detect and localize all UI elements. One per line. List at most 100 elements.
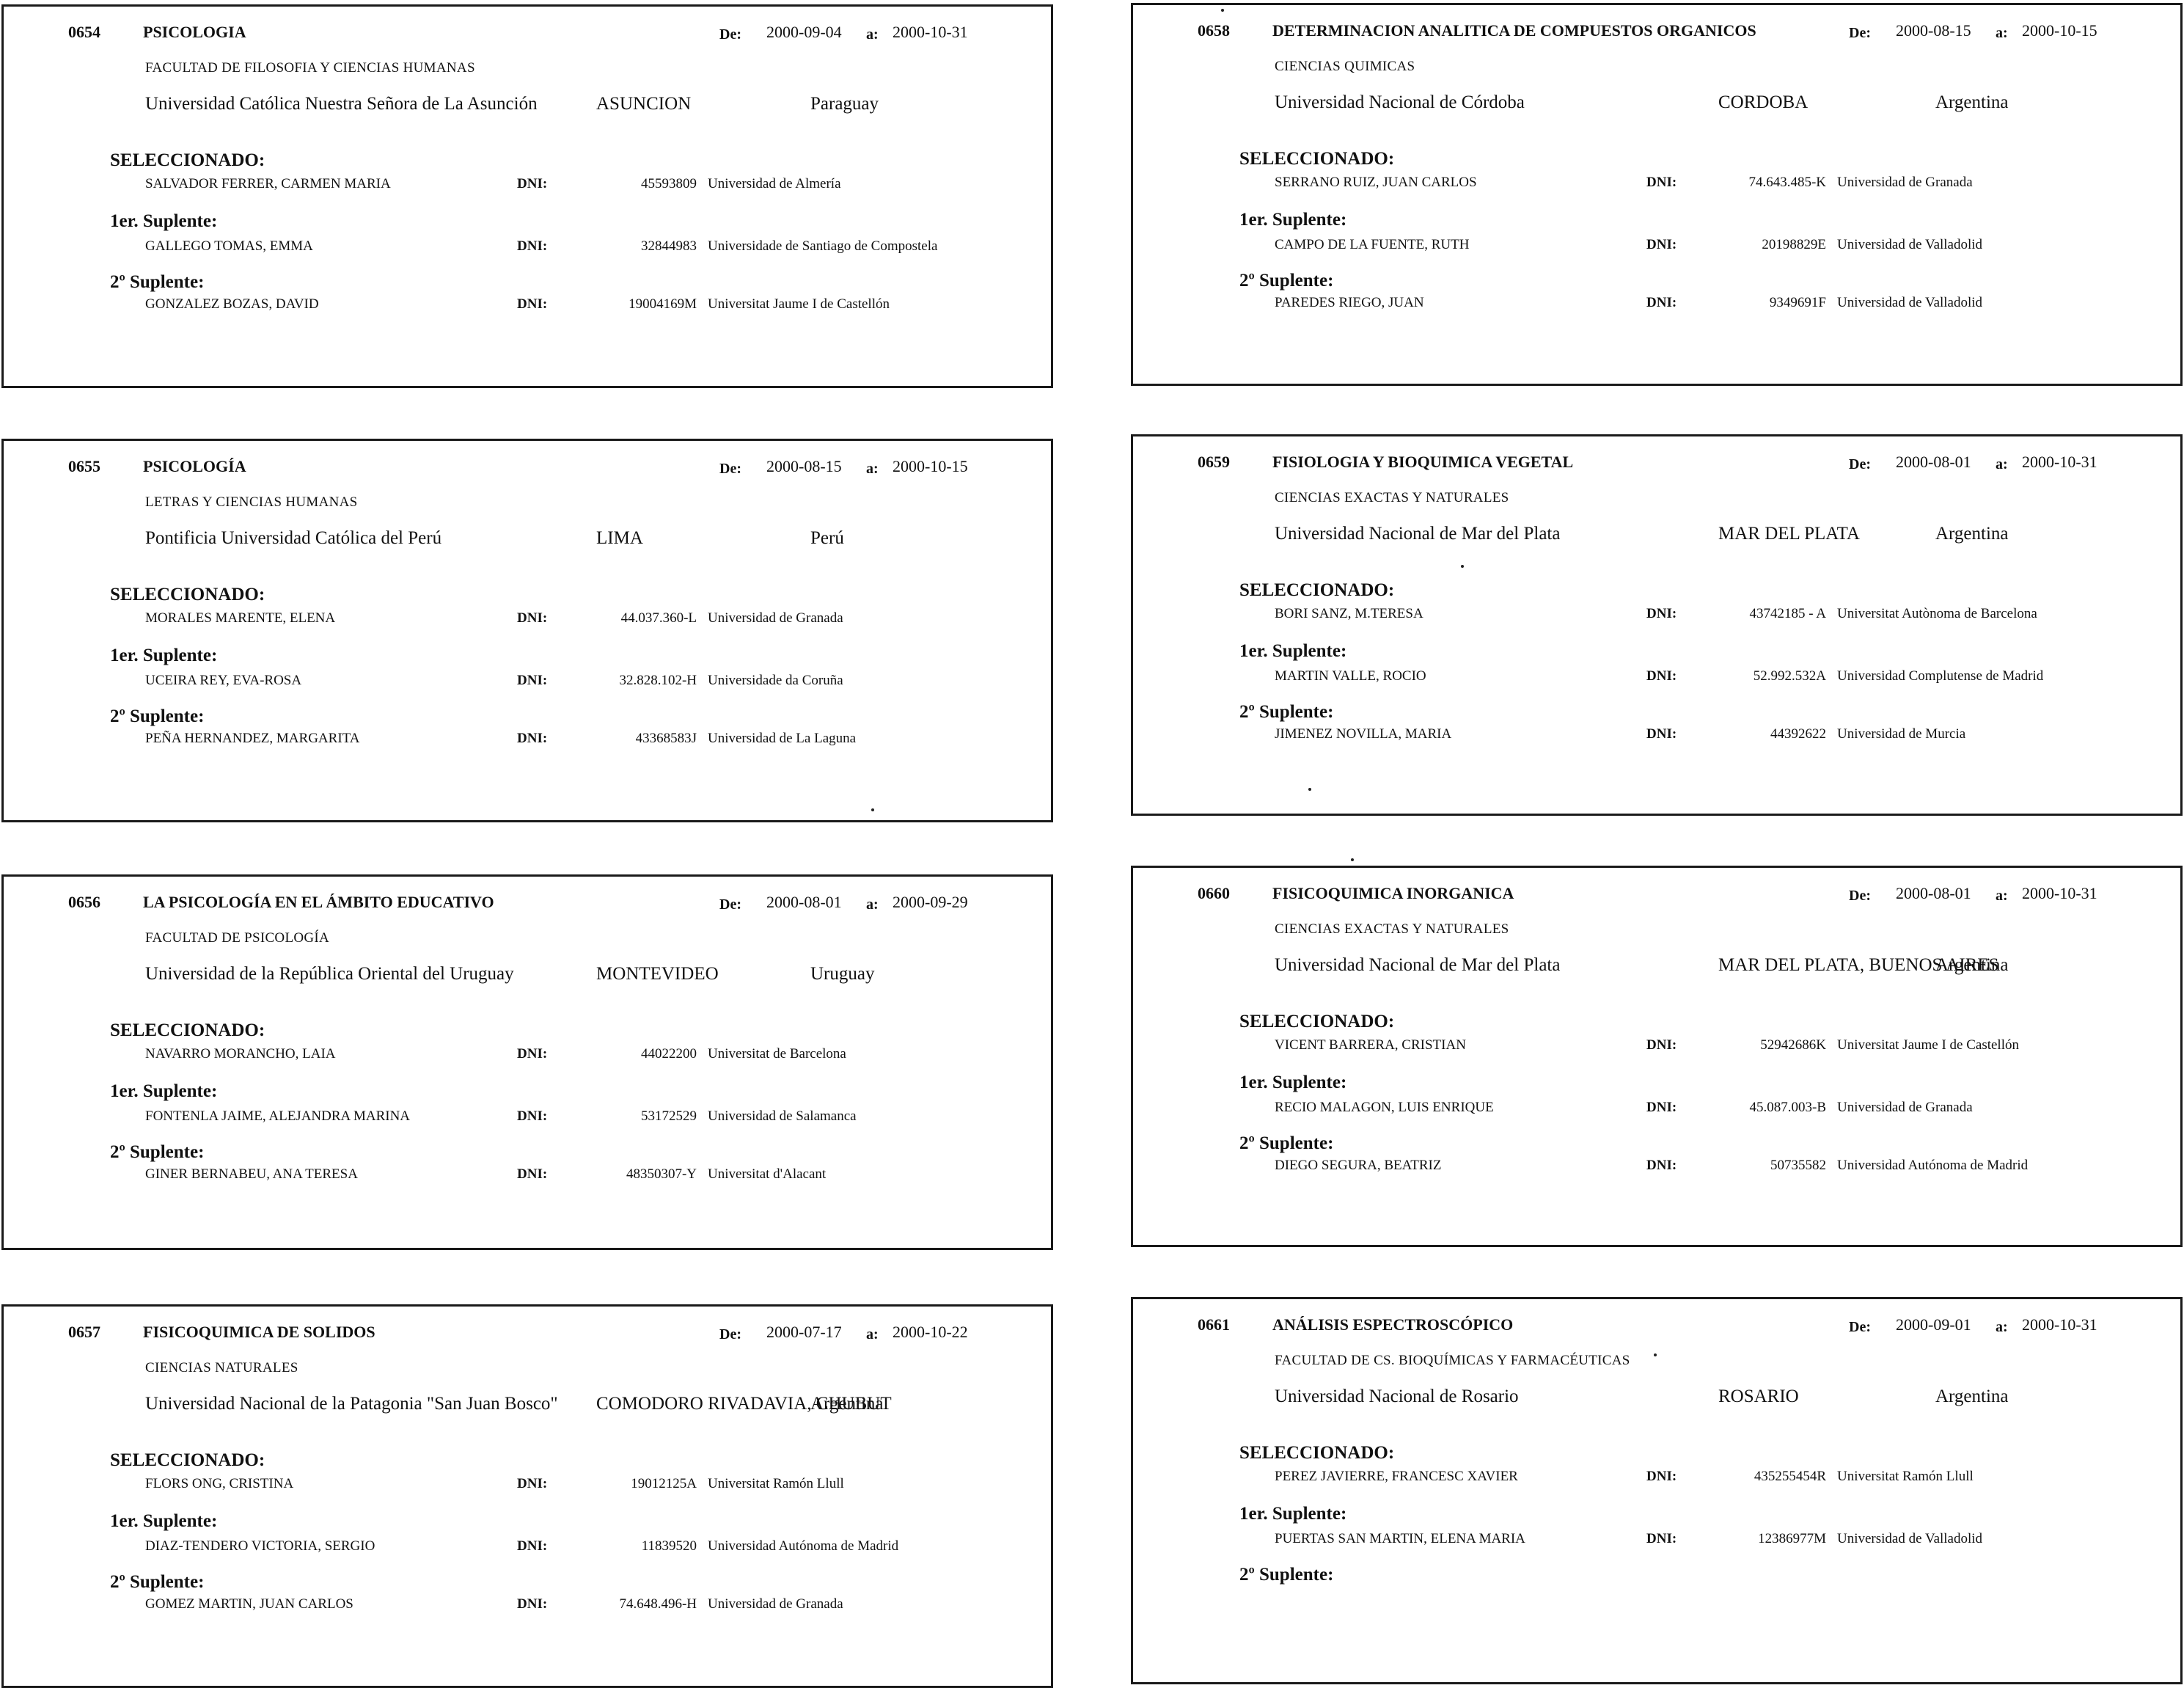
first-alternate-name: PUERTAS SAN MARTIN, ELENA MARIA [1275, 1531, 1525, 1546]
selected-home-university: Universitat Jaume I de Castellón [1837, 1037, 2019, 1053]
second-alternate-heading: 2º Suplente: [110, 706, 205, 726]
second-alternate-name: PAREDES RIEGO, JUAN [1275, 295, 1424, 310]
card-number: 0657 [68, 1323, 100, 1341]
first-alternate-dni-label: DNI: [517, 1108, 548, 1124]
date-from-label: De: [1849, 25, 1871, 41]
second-alternate-heading: 2º Suplente: [1239, 1133, 1334, 1153]
university-name: Universidad Nacional de la Patagonia "Sa… [145, 1394, 558, 1414]
second-alternate-heading: 2º Suplente: [110, 1572, 205, 1592]
selected-home-university: Universidad de Almería [708, 176, 841, 191]
date-from-label: De: [719, 896, 741, 913]
first-alternate-heading: 1er. Suplente: [110, 211, 218, 231]
first-alternate-home-university: Universidad Complutense de Madrid [1837, 668, 2044, 684]
second-alternate-dni-label: DNI: [517, 731, 548, 746]
first-alternate-name: UCEIRA REY, EVA-ROSA [145, 673, 302, 688]
card-number: 0656 [68, 893, 100, 911]
date-to-label: a: [866, 26, 879, 43]
scan-speck [1461, 565, 1464, 568]
selected-heading: SELECCIONADO: [1239, 1443, 1395, 1463]
selected-home-university: Universidad de Granada [708, 610, 843, 626]
date-from-label: De: [719, 1326, 741, 1342]
selected-dni: 74.643.485-K [1748, 175, 1826, 190]
first-alternate-dni-label: DNI: [517, 1538, 548, 1554]
card-number: 0655 [68, 457, 100, 475]
scan-speck [1654, 1353, 1657, 1356]
second-alternate-name: PEÑA HERNANDEZ, MARGARITA [145, 731, 360, 746]
date-from: 2000-08-15 [766, 457, 842, 475]
country-name: Paraguay [810, 94, 879, 114]
city-name: LIMA [596, 528, 643, 548]
second-alternate-heading: 2º Suplente: [110, 1142, 205, 1162]
selected-dni-label: DNI: [1646, 606, 1677, 621]
faculty-name: FACULTAD DE PSICOLOGÍA [145, 930, 330, 946]
city-name: CORDOBA [1718, 92, 1809, 112]
date-to-label: a: [1996, 25, 2008, 41]
date-from: 2000-08-01 [766, 893, 842, 911]
selected-name: FLORS ONG, CRISTINA [145, 1476, 294, 1491]
first-alternate-dni-label: DNI: [1646, 1100, 1677, 1115]
card-number: 0659 [1198, 453, 1230, 471]
city-name: MAR DEL PLATA [1718, 524, 1860, 544]
faculty-name: CIENCIAS EXACTAS Y NATURALES [1275, 490, 1509, 505]
selected-heading: SELECCIONADO: [110, 1450, 265, 1470]
date-to: 2000-10-31 [2022, 884, 2097, 902]
date-from-label: De: [1849, 888, 1871, 904]
country-name: Perú [810, 528, 844, 548]
selected-home-university: Universitat Autònoma de Barcelona [1837, 606, 2037, 621]
scholarship-card-0657: 0657 FISICOQUIMICA DE SOLIDOS De: 2000-0… [1, 1304, 1053, 1688]
selected-name: BORI SANZ, M.TERESA [1275, 606, 1423, 621]
card-subject: PSICOLOGIA [143, 23, 246, 41]
selected-heading: SELECCIONADO: [1239, 1012, 1395, 1031]
date-from: 2000-09-01 [1896, 1315, 1971, 1334]
university-name: Universidad Nacional de Córdoba [1275, 92, 1525, 112]
city-name: ROSARIO [1718, 1386, 1799, 1406]
second-alternate-dni: 74.648.496-H [619, 1596, 697, 1612]
country-name: Argentina [1935, 524, 2009, 544]
city-name: MONTEVIDEO [596, 964, 719, 984]
country-name: Argentina [1935, 92, 2009, 112]
first-alternate-dni: 32.828.102-H [619, 673, 697, 688]
university-name: Universidad Nacional de Mar del Plata [1275, 524, 1561, 544]
second-alternate-heading: 2º Suplente: [110, 272, 205, 292]
university-name: Universidad Católica Nuestra Señora de L… [145, 94, 538, 114]
first-alternate-dni-label: DNI: [1646, 1531, 1677, 1546]
selected-dni: 43742185 - A [1749, 606, 1827, 621]
first-alternate-dni: 11839520 [641, 1538, 697, 1554]
city-name: COMODORO RIVADAVIA, CHUBUT [596, 1394, 892, 1414]
second-alternate-home-university: Universitat Jaume I de Castellón [708, 296, 890, 312]
first-alternate-home-university: Universidad de Valladolid [1837, 237, 1983, 252]
selected-home-university: Universitat Ramón Llull [1837, 1469, 1974, 1484]
date-to: 2000-09-29 [893, 893, 968, 911]
selected-dni: 45593809 [641, 176, 697, 191]
card-subject: PSICOLOGÍA [143, 457, 246, 475]
first-alternate-name: MARTIN VALLE, ROCIO [1275, 668, 1426, 684]
scan-speck [1351, 858, 1354, 861]
date-from-label: De: [1849, 456, 1871, 472]
card-number: 0660 [1198, 884, 1230, 902]
selected-dni-label: DNI: [517, 1476, 548, 1491]
second-alternate-dni-label: DNI: [1646, 1158, 1677, 1173]
selected-dni: 435255454R [1754, 1469, 1826, 1484]
second-alternate-heading: 2º Suplente: [1239, 271, 1334, 291]
first-alternate-home-university: Universidade de Santiago de Compostela [708, 238, 938, 254]
card-number: 0654 [68, 23, 100, 41]
second-alternate-home-university: Universidad de Granada [708, 1596, 843, 1612]
selected-dni: 52942686K [1760, 1037, 1826, 1053]
country-name: Argentina [1935, 1386, 2009, 1406]
country-name: Argentina [810, 1394, 884, 1414]
second-alternate-heading: 2º Suplente: [1239, 1565, 1334, 1585]
first-alternate-dni: 45.087.003-B [1749, 1100, 1827, 1115]
second-alternate-dni: 44392622 [1770, 726, 1826, 742]
selected-heading: SELECCIONADO: [110, 585, 265, 604]
date-to-label: a: [866, 896, 879, 913]
first-alternate-dni: 20198829E [1762, 237, 1826, 252]
date-to: 2000-10-31 [2022, 1315, 2097, 1334]
second-alternate-name: GONZALEZ BOZAS, DAVID [145, 296, 319, 312]
date-from-label: De: [1849, 1319, 1871, 1335]
date-to: 2000-10-31 [893, 23, 968, 41]
card-subject: DETERMINACION ANALITICA DE COMPUESTOS OR… [1272, 21, 1756, 40]
first-alternate-heading: 1er. Suplente: [110, 1081, 218, 1101]
faculty-name: CIENCIAS QUIMICAS [1275, 59, 1415, 74]
first-alternate-home-university: Universidad Autónoma de Madrid [708, 1538, 899, 1554]
faculty-name: CIENCIAS NATURALES [145, 1360, 298, 1375]
